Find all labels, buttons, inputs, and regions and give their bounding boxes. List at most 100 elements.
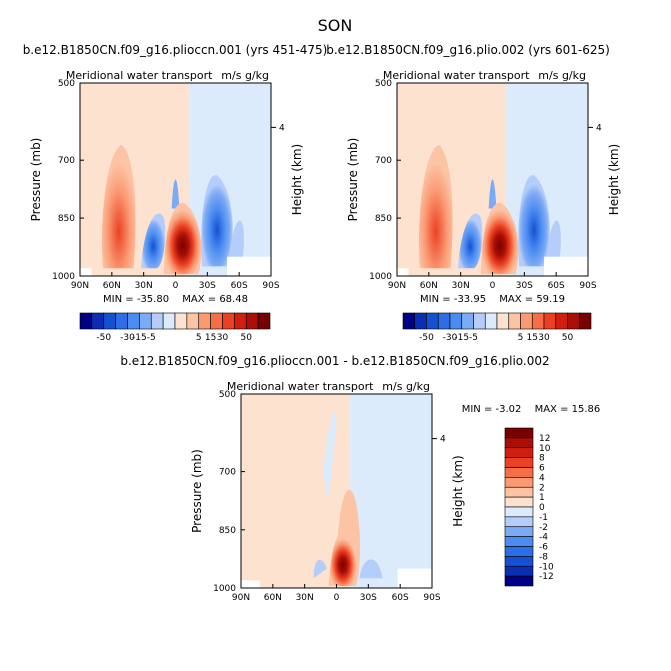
max-label: MAX = xyxy=(531,404,568,415)
colorbar-label: -2 xyxy=(539,523,548,533)
colorbar-label: -15 xyxy=(454,333,469,343)
colorbar-label: -4 xyxy=(539,533,548,543)
contour-red-equatorial-diff xyxy=(328,533,358,587)
colorbar-label: -10 xyxy=(539,562,554,572)
min-label: MIN = xyxy=(462,404,493,415)
masked-topography-north xyxy=(397,268,409,276)
max-label: MAX = xyxy=(179,294,216,305)
colorbar-swatch xyxy=(449,312,463,330)
min-value: -33.95 xyxy=(451,294,486,305)
panel-subtitle: Meridional water transport xyxy=(66,69,213,82)
y-right-tick-label: 4 xyxy=(440,435,446,445)
y-tick-label: 700 xyxy=(219,468,236,478)
y-axis-label: Pressure (mb) xyxy=(346,138,360,222)
panel-subtitle: Meridional water transport xyxy=(383,69,530,82)
colorbar-swatch xyxy=(210,312,223,330)
colorbar-swatch xyxy=(234,312,247,330)
colorbar-label: -5 xyxy=(469,333,478,343)
y-tick-label: 1000 xyxy=(213,584,236,594)
colorbar-label: -50 xyxy=(419,333,434,343)
colorbar-label: 15 xyxy=(205,333,216,343)
contour-blue-equatorial-spike xyxy=(171,179,180,209)
y-axis-label: Pressure (mb) xyxy=(190,449,204,533)
colorbar-swatch xyxy=(504,536,534,547)
colorbar-label: 1 xyxy=(539,493,545,503)
y-tick-label: 850 xyxy=(375,214,392,224)
colorbar-label: 12 xyxy=(539,434,550,444)
contour-blue-subtropical-north xyxy=(141,213,166,269)
x-tick-label: 60S xyxy=(392,593,409,603)
colorbar-label: 50 xyxy=(241,333,253,343)
colorbar-swatch xyxy=(496,312,510,330)
x-tick-label: 90N xyxy=(388,281,406,291)
colorbar-label: 2 xyxy=(539,483,545,493)
colorbar-swatch xyxy=(504,457,534,468)
contour-blue-southern-lobe xyxy=(518,175,550,267)
colorbar-swatch xyxy=(79,312,93,330)
colorbar-label: -1 xyxy=(539,513,548,523)
colorbar-label: -15 xyxy=(132,333,147,343)
colorbar-swatch xyxy=(150,312,164,330)
max-label: MAX = xyxy=(496,294,533,305)
colorbar-swatch xyxy=(186,312,200,330)
contour-blue-diff-north xyxy=(313,559,327,579)
colorbar-label: 10 xyxy=(539,444,551,454)
y-tick-label: 850 xyxy=(58,214,75,224)
min-label: MIN = xyxy=(103,294,134,305)
colorbar-swatch xyxy=(504,516,534,528)
y-tick-label: 850 xyxy=(219,526,236,536)
contour-blue-subtropical-north xyxy=(458,213,483,269)
x-tick-label: 90S xyxy=(579,281,596,291)
colorbar-swatch xyxy=(504,486,534,498)
panel-units: m/s g/kg xyxy=(221,69,269,82)
contour-red-northern-plume xyxy=(418,144,453,269)
panel-top-left: b.e12.B1850CN.f09_g16.plioccn.001 (yrs 4… xyxy=(23,43,328,343)
max-value: 15.86 xyxy=(568,404,600,415)
colorbar-swatch xyxy=(127,312,140,330)
min-value: -3.02 xyxy=(492,404,521,415)
x-tick-label: 60N xyxy=(420,281,438,291)
colorbar-label: -50 xyxy=(96,333,111,343)
colorbar-swatch xyxy=(426,312,439,330)
colorbar-label: -30 xyxy=(120,333,135,343)
colorbar-swatch xyxy=(473,312,486,330)
colorbar-swatch xyxy=(257,312,271,330)
x-tick-label: 60S xyxy=(231,281,248,291)
panel-subtitle: Meridional water transport xyxy=(227,380,374,393)
min-max-stats: MIN = -3.02 MAX = 15.86 xyxy=(462,404,601,415)
panel-title: b.e12.B1850CN.f09_g16.plio.002 (yrs 601-… xyxy=(326,43,610,57)
contour-blue-diff xyxy=(359,559,383,579)
y-tick-label: 1000 xyxy=(52,272,75,282)
colorbar-swatch xyxy=(504,437,534,449)
colorbar-swatch xyxy=(543,312,557,330)
y-right-tick-label: 4 xyxy=(279,123,285,133)
panel-title: b.e12.B1850CN.f09_g16.plioccn.001 (yrs 4… xyxy=(23,43,328,57)
colorbar-label: 15 xyxy=(527,333,538,343)
colorbar-label: -5 xyxy=(147,333,156,343)
colorbar-swatch xyxy=(555,312,568,330)
colorbar-label: 5 xyxy=(196,333,202,343)
colorbar-label: -12 xyxy=(539,572,554,582)
colorbar-label: 50 xyxy=(562,333,574,343)
field-negative-background xyxy=(349,394,432,588)
max-value: 68.48 xyxy=(216,294,248,305)
colorbar-swatch xyxy=(504,546,534,557)
contour-blue-southern-lobe xyxy=(201,175,233,267)
colorbar-swatch xyxy=(245,312,259,330)
colorbar-swatch xyxy=(504,467,534,478)
colorbar-swatch xyxy=(520,312,533,330)
x-tick-label: 0 xyxy=(334,593,340,603)
colorbar-label: 6 xyxy=(539,464,545,474)
colorbar-swatch xyxy=(504,477,534,488)
colorbar-swatch xyxy=(531,312,545,330)
colorbar-label: -8 xyxy=(539,552,548,562)
colorbar-swatch xyxy=(222,312,235,330)
masked-topography-north xyxy=(80,268,92,276)
colorbar-swatch xyxy=(139,312,152,330)
contour-blue-southern-lobe-2 xyxy=(228,220,244,261)
contour-red-equatorial-core xyxy=(481,202,519,275)
x-tick-label: 60N xyxy=(264,593,282,603)
y-axis-label: Pressure (mb) xyxy=(29,138,43,222)
colorbar-swatch xyxy=(504,565,534,577)
min-value: -35.80 xyxy=(134,294,169,305)
